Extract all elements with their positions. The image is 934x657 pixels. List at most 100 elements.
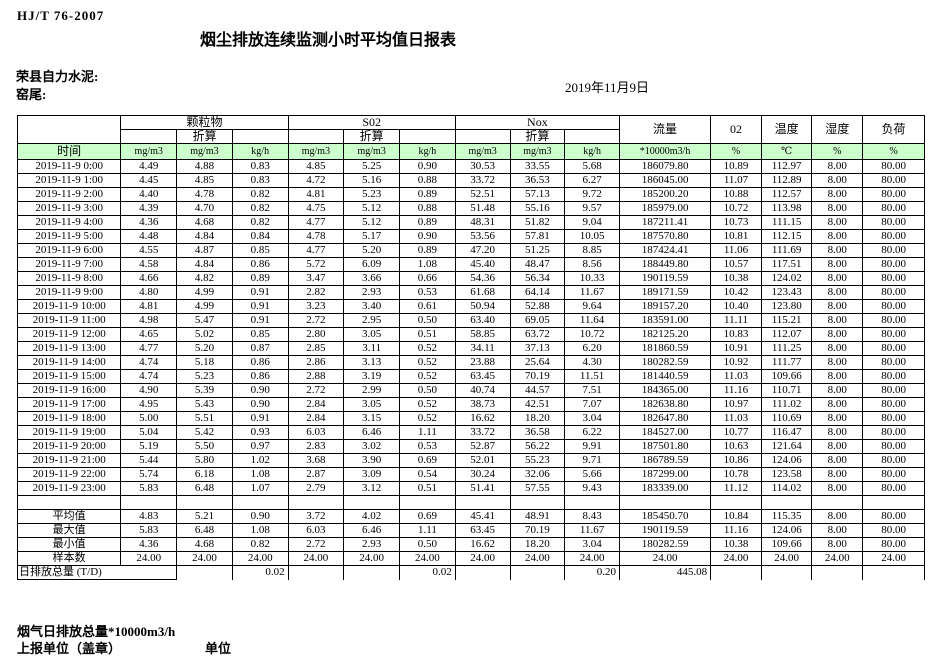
cell-value: 190119.59 (618, 523, 712, 538)
cell-value: 112.07 (760, 327, 813, 342)
cell-value: 80.00 (862, 453, 925, 468)
cell-value: 8.00 (811, 523, 864, 538)
cell-value: 445.08 (618, 565, 712, 580)
cell-value: 18.20 (509, 411, 566, 426)
cell-time: 2019-11-9 16:00 (16, 383, 122, 398)
cell-value: 4.98 (120, 313, 178, 328)
cell-time: 2019-11-9 12:00 (16, 327, 122, 342)
cell-value: 51.25 (509, 243, 566, 258)
cell-value: 187211.41 (618, 215, 712, 230)
cell-value: 2.72 (287, 537, 345, 552)
cell-value: 40.74 (454, 383, 511, 398)
cell-value: 10.05 (564, 229, 620, 244)
cell-value: 11.64 (564, 313, 620, 328)
cell-value: 180282.59 (618, 355, 712, 370)
cell-value: 0.84 (231, 229, 289, 244)
cell-value: 45.40 (454, 257, 511, 272)
table-row-hour: 2019-11-9 19:00 5.04 5.42 0.93 6.03 6.46 1.11 3… (16, 425, 925, 440)
cell-value: 121.64 (760, 439, 813, 454)
cell-value: 61.68 (454, 285, 511, 300)
cell-value: 5.42 (176, 425, 233, 440)
cell-value: 33.72 (454, 425, 511, 440)
cell-value: 4.58 (120, 257, 178, 272)
cell-value: 80.00 (862, 509, 925, 524)
cell-value: 80.00 (862, 159, 925, 174)
cell-value: 63.45 (454, 523, 511, 538)
report-table: 颗粒物 S02 Nox 流量 02 温度 湿度 负荷 折算 折算 折算 时间 m… (16, 115, 925, 580)
report-date: 2019年11月9日 (565, 80, 650, 95)
cell-value: 24.00 (618, 551, 712, 566)
cell-value: 4.74 (120, 355, 178, 370)
cell-value: 34.11 (454, 341, 511, 356)
cell-value: 3.11 (343, 341, 401, 356)
cell-value: 0.82 (231, 537, 289, 552)
cell-value: 0.83 (231, 159, 289, 174)
header-converted-row: 折算 折算 折算 (18, 129, 925, 144)
cell-value: 11.03 (710, 411, 762, 426)
cell-value: 4.55 (120, 243, 178, 258)
cell-value: 0.91 (231, 411, 289, 426)
cell-value: 4.68 (176, 215, 233, 230)
cell-value: 80.00 (862, 537, 925, 552)
cell-value: 6.03 (287, 425, 345, 440)
cell-value: 4.84 (176, 257, 233, 272)
flue-gas-daily-total-label: 烟气日排放总量*10000m3/h (17, 624, 176, 639)
header-converted-nox: 折算 (509, 129, 566, 144)
cell-value: 10.97 (710, 397, 762, 412)
cell-value: 0.53 (399, 439, 456, 454)
cell-value: 24.00 (564, 551, 620, 566)
cell-value: 8.00 (811, 467, 864, 482)
cell-value: 55.16 (509, 201, 566, 216)
cell-value: 0.97 (231, 439, 289, 454)
unit-label: 单位 (205, 641, 232, 656)
cell-value: 24.00 (176, 551, 233, 566)
cell-value: 48.91 (509, 509, 566, 524)
cell-value: 186045.00 (618, 173, 712, 188)
cell-value: 5.12 (343, 201, 401, 216)
cell-time: 2019-11-9 13:00 (16, 341, 122, 356)
cell-value: 0.82 (231, 201, 289, 216)
cell-value: 1.02 (231, 453, 289, 468)
cell-value: 80.00 (862, 327, 925, 342)
header-flow: 流量 (618, 115, 712, 144)
cell-value: 181440.59 (618, 369, 712, 384)
cell-value: 2.93 (343, 285, 401, 300)
cell-value: 3.15 (343, 411, 401, 426)
cell-value: 4.95 (120, 397, 178, 412)
cell-value: 10.63 (710, 439, 762, 454)
table-row-hour: 2019-11-9 10:00 4.81 4.99 0.91 3.23 3.40 0.61 5… (16, 299, 925, 314)
cell-value: 10.77 (710, 425, 762, 440)
cell-value: 16.62 (454, 537, 511, 552)
cell-value: 184527.00 (618, 425, 712, 440)
cell-value: 1.08 (399, 257, 456, 272)
table-row-hour: 2019-11-9 13:00 4.77 5.20 0.87 2.85 3.11 0.52 3… (16, 341, 925, 356)
cell-value: 8.00 (811, 383, 864, 398)
cell-value: 5.12 (343, 215, 401, 230)
cell-value: 2.93 (343, 537, 401, 552)
cell-value: 3.23 (287, 299, 345, 314)
cell-value: 80.00 (862, 355, 925, 370)
cell-value: 80.00 (862, 481, 925, 496)
cell-value: 111.77 (760, 355, 813, 370)
cell-empty (509, 495, 566, 510)
cell-value: 10.83 (710, 327, 762, 342)
cell-value (287, 565, 345, 580)
cell-value: 3.13 (343, 355, 401, 370)
cell-value: 2.84 (287, 397, 345, 412)
cell-value: 8.00 (811, 411, 864, 426)
cell-value: 10.57 (710, 257, 762, 272)
cell-value: 4.84 (176, 229, 233, 244)
cell-value: 6.22 (564, 425, 620, 440)
cell-value: 24.00 (509, 551, 566, 566)
cell-value: 54.36 (454, 271, 511, 286)
cell-value: 8.00 (811, 537, 864, 552)
cell-value: 187570.80 (618, 229, 712, 244)
cell-value: 8.00 (811, 425, 864, 440)
cell-value: 187424.41 (618, 243, 712, 258)
cell-value: 4.77 (287, 243, 345, 258)
cell-value: 0.89 (399, 215, 456, 230)
cell-value: 10.81 (710, 229, 762, 244)
cell-value: 3.19 (343, 369, 401, 384)
cell-empty (811, 495, 864, 510)
cell-value: 4.85 (287, 159, 345, 174)
